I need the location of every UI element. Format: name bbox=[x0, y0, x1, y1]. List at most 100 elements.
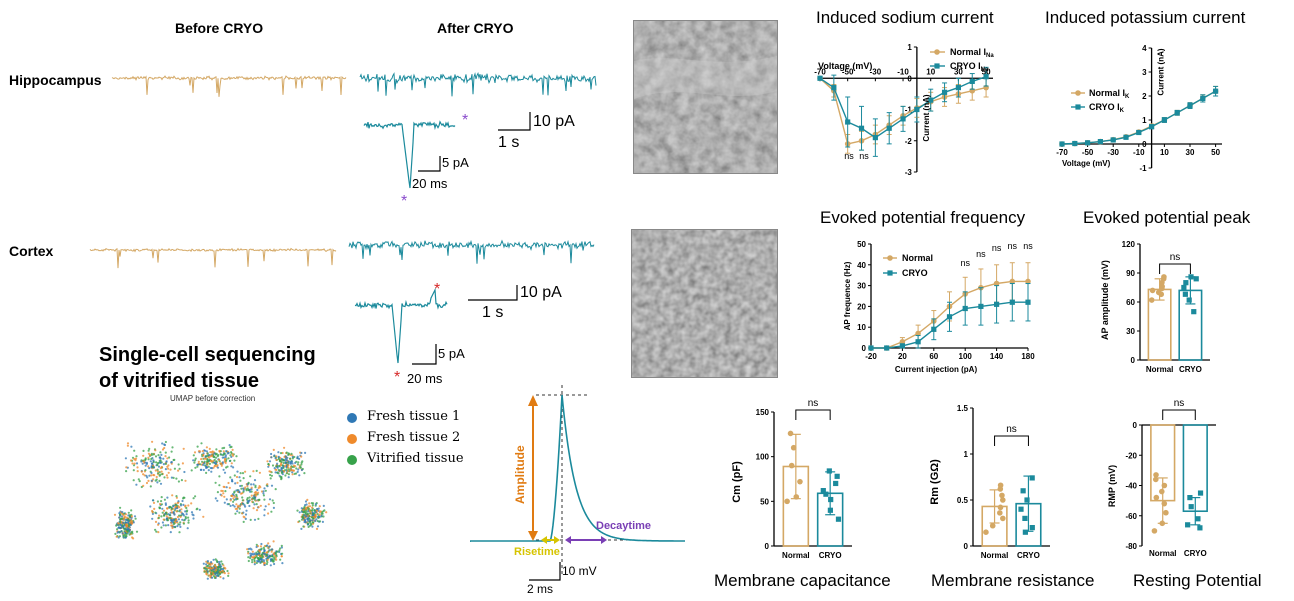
umap-point bbox=[226, 503, 229, 506]
umap-point bbox=[281, 552, 284, 555]
umap-point bbox=[202, 463, 205, 466]
ns-annotation: ns bbox=[844, 151, 854, 161]
data-point-cryo bbox=[1110, 137, 1116, 143]
umap-point bbox=[150, 479, 153, 482]
umap-point bbox=[155, 530, 158, 533]
umap-point bbox=[259, 545, 262, 548]
umap-point bbox=[307, 525, 310, 528]
umap-point bbox=[194, 457, 197, 460]
y-tick-label: 40 bbox=[857, 261, 866, 270]
category-label: Normal bbox=[1149, 549, 1177, 558]
data-point-normal bbox=[790, 444, 797, 451]
umap-point bbox=[157, 531, 160, 534]
umap-point bbox=[209, 566, 212, 569]
umap-point bbox=[236, 481, 239, 484]
data-point-cryo bbox=[1197, 490, 1204, 496]
y-tick-label: 3 bbox=[1142, 68, 1147, 77]
trace-cortex-before bbox=[89, 247, 337, 269]
umap-point bbox=[264, 489, 267, 492]
data-point-cryo bbox=[1181, 284, 1187, 291]
umap-point bbox=[206, 562, 209, 565]
data-point-normal bbox=[899, 338, 906, 345]
umap-point bbox=[279, 452, 283, 455]
umap-point bbox=[229, 459, 232, 462]
umap-point bbox=[232, 500, 235, 503]
umap-point bbox=[235, 455, 238, 458]
umap-point bbox=[235, 493, 238, 496]
umap-point bbox=[222, 450, 225, 453]
data-point-cryo bbox=[1185, 522, 1191, 528]
umap-point bbox=[219, 575, 222, 579]
umap-point bbox=[153, 507, 156, 510]
umap-point bbox=[304, 508, 307, 511]
umap-point bbox=[308, 512, 311, 515]
ns-annotation: ns bbox=[808, 398, 819, 409]
umap-point bbox=[207, 469, 210, 472]
data-point-cryo bbox=[962, 305, 968, 312]
umap-point bbox=[287, 473, 290, 476]
umap-point bbox=[163, 476, 166, 479]
umap-point bbox=[207, 465, 210, 468]
umap-point bbox=[177, 469, 180, 472]
umap-point bbox=[296, 470, 299, 473]
data-point-normal bbox=[1155, 289, 1162, 296]
y-axis-label: Current (nA) bbox=[922, 94, 931, 141]
umap-point bbox=[239, 479, 242, 482]
umap-point bbox=[180, 514, 183, 517]
umap-point bbox=[129, 521, 132, 524]
umap-point bbox=[225, 486, 228, 489]
x-tick-label: -10 bbox=[897, 67, 909, 76]
umap-point bbox=[213, 452, 216, 455]
umap-point bbox=[126, 529, 129, 532]
umap-point bbox=[253, 563, 256, 566]
umap-point bbox=[190, 469, 193, 472]
umap-point bbox=[228, 444, 231, 447]
umap-point bbox=[238, 511, 241, 514]
legend-marker bbox=[934, 49, 940, 55]
umap-point bbox=[192, 497, 195, 500]
umap-point bbox=[260, 547, 263, 550]
umap-point bbox=[221, 562, 224, 566]
data-point-cryo bbox=[823, 491, 829, 497]
umap-point bbox=[206, 560, 209, 563]
umap-point bbox=[123, 527, 126, 530]
y-tick-label: 1 bbox=[964, 450, 969, 459]
y-tick-label: 4 bbox=[1142, 44, 1147, 53]
micrograph-hippocampus bbox=[633, 20, 778, 174]
umap-point bbox=[252, 556, 255, 559]
umap-point bbox=[127, 520, 130, 523]
umap-point bbox=[205, 454, 208, 458]
umap-point bbox=[280, 475, 283, 479]
umap-point bbox=[117, 522, 120, 525]
y-tick-label: -60 bbox=[1125, 512, 1137, 521]
umap-point bbox=[263, 508, 266, 511]
umap-point bbox=[181, 499, 184, 503]
data-point-cryo bbox=[1029, 475, 1035, 481]
col-header-before: Before CRYO bbox=[175, 20, 264, 36]
umap-point bbox=[314, 514, 317, 517]
umap-point bbox=[155, 461, 158, 464]
umap-point bbox=[289, 457, 292, 460]
umap-point bbox=[196, 465, 199, 468]
y-tick-label: 0 bbox=[907, 74, 912, 83]
umap-point bbox=[241, 472, 245, 475]
umap-point bbox=[253, 558, 256, 561]
umap-point bbox=[127, 518, 130, 521]
umap-point bbox=[187, 519, 190, 522]
umap-point bbox=[252, 497, 255, 500]
umap-point bbox=[291, 462, 294, 465]
umap-point bbox=[280, 471, 283, 474]
umap-point bbox=[302, 508, 305, 511]
umap-point bbox=[218, 563, 221, 566]
umap-point bbox=[151, 512, 154, 515]
umap-point bbox=[196, 445, 199, 448]
umap-point bbox=[160, 465, 163, 469]
umap-point bbox=[304, 500, 308, 503]
data-point-cryo bbox=[978, 303, 984, 309]
umap-point bbox=[135, 455, 138, 458]
umap-point bbox=[238, 505, 241, 508]
umap-point bbox=[218, 560, 221, 564]
umap-point bbox=[314, 503, 317, 506]
umap-point bbox=[255, 509, 259, 512]
umap-point bbox=[255, 561, 258, 565]
